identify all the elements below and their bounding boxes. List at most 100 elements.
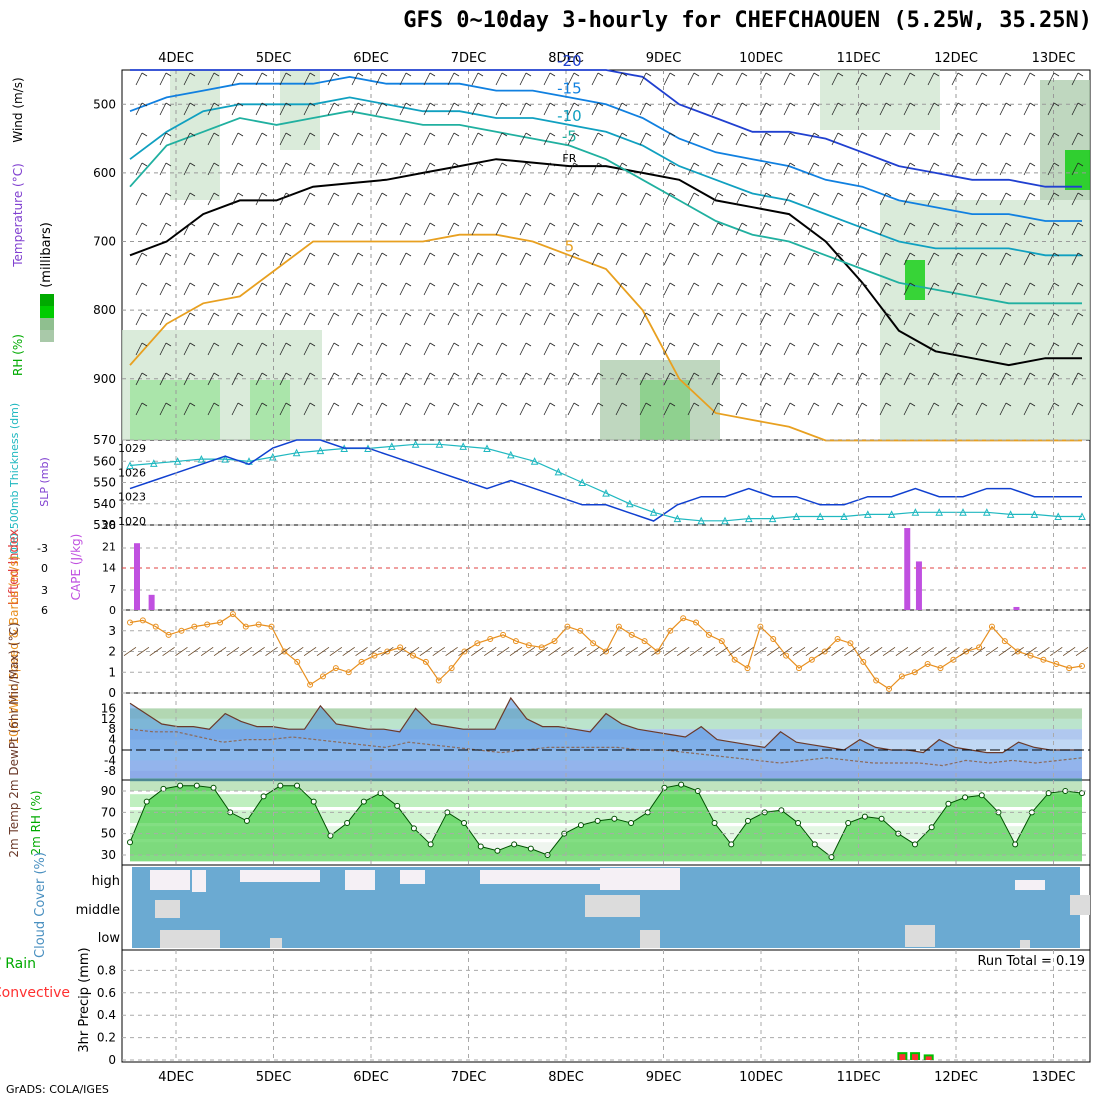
li-ytick-6: 6: [41, 604, 48, 617]
wind-barb-flag: [213, 402, 220, 407]
wind-barb-flag: [837, 192, 844, 197]
wind-barb-flag: [285, 72, 292, 77]
wind-barb-flag: [477, 72, 484, 77]
wind-barb: [1071, 372, 1079, 386]
wind-speed-point: [448, 665, 455, 672]
wind-barb: [303, 282, 311, 296]
wind-barb: [591, 72, 599, 86]
wind-barb: [399, 312, 407, 326]
wind-barb: [687, 372, 695, 386]
wind-barb-flag: [861, 252, 868, 257]
wind-speed-point: [834, 636, 841, 643]
wind-barb: [183, 192, 191, 206]
wind-barb-flag: [453, 192, 460, 197]
wind-barb-flag: [213, 312, 220, 317]
temp-area: [130, 698, 1082, 782]
wind-barb-flag: [765, 342, 772, 347]
wind-barb-flag: [1029, 162, 1036, 167]
cloud-cell-9: [585, 895, 640, 917]
rh-point: [678, 781, 685, 788]
wind-speed-point: [847, 640, 854, 647]
thickness-point: [268, 452, 277, 461]
wind-speed-point: [590, 640, 597, 647]
wind-barb: [1071, 252, 1079, 266]
wind-barb-flag: [261, 372, 268, 377]
wind-barb: [1023, 372, 1031, 386]
cloud-row-label-middle: middle: [76, 903, 120, 918]
wind-barb-flag: [933, 192, 940, 197]
wind-barb: [135, 72, 143, 86]
rh-point: [1012, 841, 1019, 848]
wind-barb: [471, 72, 479, 86]
wind-barb-10m: [895, 647, 909, 656]
wind-barb: [351, 402, 359, 416]
wind-barb: [591, 102, 599, 116]
wind-barb-flag: [717, 252, 724, 257]
wind-barb-10m: [818, 647, 831, 656]
wind-barb-flag: [549, 102, 556, 107]
wind-barb-flag: [525, 252, 532, 257]
wind-barb-flag: [477, 282, 484, 287]
wind-speed-point: [976, 644, 983, 651]
wind-barb-flag: [429, 192, 436, 197]
slp-ylabel: SLP (mb): [38, 457, 51, 507]
wind-barb-flag: [261, 312, 268, 317]
isotherm-label--10: -10: [557, 107, 582, 125]
wind-barb-flag: [933, 132, 940, 137]
wind-barb: [735, 132, 743, 146]
rh-point: [477, 843, 484, 850]
wind-barb: [543, 102, 551, 116]
wind-barb-flag: [621, 102, 628, 107]
wind-barb-10m: [689, 647, 703, 656]
wind-barb: [591, 312, 599, 326]
wind-barb: [903, 312, 911, 326]
wind-barb: [999, 192, 1007, 206]
wind-barb: [255, 372, 263, 386]
wind-barb-flag: [453, 132, 460, 137]
wind-barb: [375, 312, 383, 326]
wind-barb-flag: [405, 162, 412, 167]
wind-barb-flag: [597, 192, 604, 197]
wind-barb-10m: [419, 647, 433, 656]
wind-barb: [447, 372, 455, 386]
wind-barb: [711, 282, 719, 296]
wind-speed-point: [487, 636, 494, 643]
wind-barb-flag: [1053, 402, 1060, 407]
wind-barb-flag: [189, 222, 196, 227]
thickness-point: [1054, 512, 1063, 520]
rh-point: [360, 798, 367, 805]
wind-barb: [1047, 402, 1055, 416]
wind-barb: [255, 342, 263, 356]
wind-barb: [399, 282, 407, 296]
wind-barb-flag: [549, 132, 556, 137]
wind-barb: [471, 192, 479, 206]
wind-barb: [279, 132, 287, 146]
wind-barb-flag: [741, 312, 748, 317]
wind-barb-flag: [1005, 282, 1012, 287]
wind-barb-flag: [837, 132, 844, 137]
wind-barb-flag: [477, 312, 484, 317]
wind-barb-flag: [645, 222, 652, 227]
thickness-point: [935, 508, 944, 516]
wind-barb: [807, 222, 815, 236]
wind-barb-flag: [381, 402, 388, 407]
wind-barb: [471, 102, 479, 116]
wind-barb: [951, 342, 959, 356]
day-label-top-4DEC: 4DEC: [158, 51, 194, 66]
wind-barb: [207, 402, 215, 416]
rh-point: [127, 839, 133, 846]
wind-barb-flag: [429, 372, 436, 377]
thickness-point: [673, 514, 682, 523]
slp-line: [129, 439, 1082, 522]
cloud-cell-8: [155, 900, 180, 918]
wind-barb: [423, 372, 431, 386]
wind-barb: [807, 342, 815, 356]
temp-ytick-8: 8: [108, 722, 116, 736]
wind-barb-flag: [1005, 252, 1012, 257]
wind-barb-flag: [765, 102, 772, 107]
wind-barb-flag: [213, 372, 220, 377]
rh-point: [628, 820, 635, 826]
wind-barb-flag: [405, 132, 412, 137]
wind-barb-flag: [981, 342, 988, 347]
wind-barb-10m: [625, 647, 638, 656]
